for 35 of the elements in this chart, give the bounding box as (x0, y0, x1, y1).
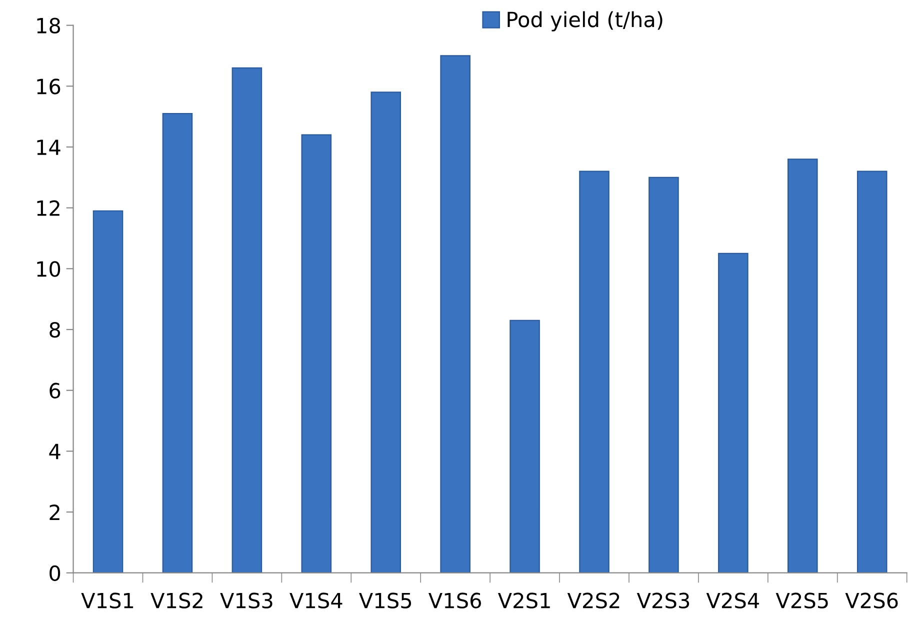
x-tick-label: V1S4 (290, 592, 342, 608)
bar (788, 158, 818, 573)
x-tick-label: V2S3 (636, 592, 690, 608)
x-tick-label: V2S4 (706, 592, 760, 608)
y-tick-label: 0 (50, 565, 60, 582)
bar (370, 92, 402, 573)
x-tick-label: V1S3 (220, 592, 272, 608)
bar (232, 67, 262, 573)
bar (162, 112, 193, 573)
bar (648, 176, 679, 573)
x-tick-label: V2S1 (498, 592, 550, 608)
y-tick-label: 4 (49, 444, 60, 460)
bar (440, 55, 470, 573)
y-tick-label: 16 (37, 78, 60, 94)
x-tick-label: V1S1 (81, 592, 134, 608)
bar (856, 170, 888, 573)
y-tick-label: 14 (37, 140, 60, 155)
bar (718, 252, 748, 573)
bar (92, 210, 124, 573)
x-tick-label: V1S2 (150, 592, 202, 608)
bar (579, 170, 610, 573)
y-tick-label: 8 (50, 322, 60, 338)
bar (301, 134, 332, 573)
x-tick-label: V2S5 (776, 592, 828, 608)
bar (510, 320, 540, 573)
legend-label: Pod yield (t/ha) (508, 11, 662, 32)
x-tick-label: V2S6 (845, 592, 898, 608)
x-tick-label: V2S2 (567, 592, 620, 608)
y-tick-label: 18 (37, 18, 60, 34)
y-tick-label: 10 (37, 261, 60, 277)
x-tick-label: V1S6 (428, 592, 482, 608)
y-tick-label: 2 (50, 504, 60, 520)
x-tick-label: V1S5 (359, 592, 412, 608)
y-tick-label: 6 (50, 382, 60, 399)
y-tick-label: 12 (37, 200, 60, 216)
